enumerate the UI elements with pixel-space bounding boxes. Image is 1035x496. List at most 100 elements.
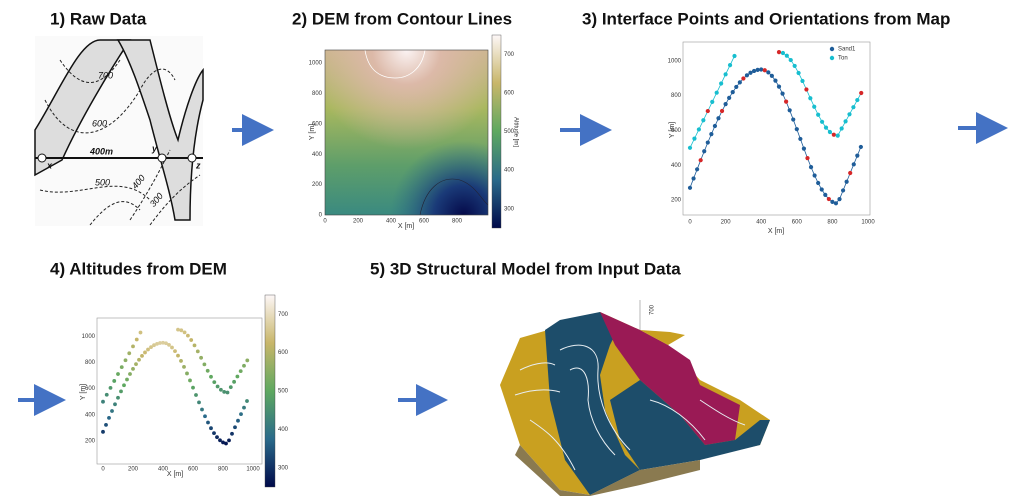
contour-label: 500 bbox=[95, 177, 110, 187]
x-tick-label: 400 bbox=[756, 220, 767, 226]
altitude-point bbox=[116, 372, 120, 376]
x-tick-label: 800 bbox=[452, 219, 463, 225]
y-axis-label: Y [m] bbox=[669, 122, 676, 138]
colorbar-label: Altitude [m] bbox=[512, 117, 518, 147]
altitude-point bbox=[101, 430, 105, 434]
y-tick-label: 1000 bbox=[668, 58, 682, 64]
interface-point bbox=[720, 109, 724, 113]
step-title: 1) Raw Data bbox=[50, 9, 147, 28]
altitude-point bbox=[203, 362, 207, 366]
altitude-point bbox=[226, 391, 230, 395]
interface-point bbox=[773, 79, 777, 83]
altitude-point bbox=[179, 359, 183, 363]
interface-point bbox=[847, 112, 851, 116]
y-tick-label: 800 bbox=[671, 93, 682, 99]
interface-point bbox=[805, 156, 809, 160]
x-tick-label: 200 bbox=[353, 219, 364, 225]
x-axis-label: X [m] bbox=[167, 471, 183, 478]
altitude-point bbox=[140, 354, 144, 358]
y-tick-label: 200 bbox=[671, 198, 682, 204]
altitude-point bbox=[229, 385, 233, 389]
interface-point bbox=[763, 68, 767, 72]
altitude-point bbox=[193, 343, 197, 347]
altitude-point bbox=[206, 369, 210, 373]
altitude-point bbox=[239, 369, 243, 373]
y-tick-label: 800 bbox=[312, 91, 323, 97]
altitude-point bbox=[209, 375, 213, 379]
interface-point bbox=[781, 51, 785, 55]
interface-point bbox=[800, 79, 804, 83]
interface-point bbox=[859, 145, 863, 149]
y-tick-label: 400 bbox=[312, 152, 323, 158]
y-tick-label: 1000 bbox=[309, 61, 323, 67]
colorbar-tick: 400 bbox=[504, 168, 515, 174]
y-tick-label: 400 bbox=[671, 163, 682, 169]
x-tick-label: 0 bbox=[688, 220, 692, 226]
interface-point bbox=[770, 74, 774, 78]
altitude-point bbox=[230, 432, 234, 436]
interface-point bbox=[796, 71, 800, 75]
x-tick-label: 200 bbox=[721, 220, 732, 226]
legend-label: Sand1 bbox=[838, 47, 856, 53]
x-tick-label: 400 bbox=[386, 219, 397, 225]
interface-point bbox=[691, 176, 695, 180]
altitude-point bbox=[183, 330, 187, 334]
colorbar-tick: 700 bbox=[278, 312, 289, 318]
interface-point bbox=[808, 96, 812, 100]
x-tick-label: 800 bbox=[218, 467, 229, 473]
interface-point bbox=[713, 124, 717, 128]
interface-point bbox=[852, 162, 856, 166]
altitude-point bbox=[236, 375, 240, 379]
altitude-point bbox=[245, 399, 249, 403]
interface-point bbox=[834, 201, 838, 205]
x-tick-label: 600 bbox=[419, 219, 430, 225]
colorbar-tick: 300 bbox=[504, 206, 515, 212]
legend-marker bbox=[830, 56, 834, 60]
altitude-point bbox=[196, 349, 200, 353]
altitude-point bbox=[209, 426, 213, 430]
altitude-point bbox=[242, 406, 246, 410]
altitude-point bbox=[113, 402, 117, 406]
dem-plot bbox=[325, 35, 501, 228]
altitude-point bbox=[139, 331, 143, 335]
legend-marker bbox=[830, 47, 834, 51]
altitude-point bbox=[219, 388, 223, 392]
altitude-point bbox=[119, 389, 123, 393]
altitude-point bbox=[124, 358, 128, 362]
point-label: z bbox=[195, 160, 201, 170]
interface-point bbox=[724, 72, 728, 76]
interface-point bbox=[784, 99, 788, 103]
interface-point bbox=[716, 116, 720, 120]
colorbar-tick: 700 bbox=[504, 52, 515, 58]
altitude-point bbox=[112, 379, 116, 383]
x-tick-label: 1000 bbox=[246, 467, 260, 473]
interface-point bbox=[738, 80, 742, 84]
altitude-point bbox=[134, 362, 138, 366]
interface-point bbox=[699, 158, 703, 162]
interface-point bbox=[824, 126, 828, 130]
altitude-point bbox=[216, 385, 220, 389]
altitude-point bbox=[224, 442, 228, 446]
interface-point bbox=[793, 64, 797, 68]
page: { "titles": ["1) Raw Data", "2) DEM from… bbox=[0, 0, 1035, 496]
colorbar bbox=[265, 295, 275, 487]
interface-point bbox=[845, 180, 849, 184]
interface-point bbox=[813, 173, 817, 177]
altitude-point bbox=[191, 386, 195, 390]
x-axis-label: X [m] bbox=[398, 223, 414, 230]
altitude-point bbox=[186, 334, 190, 338]
interface-point bbox=[809, 165, 813, 169]
colorbar-tick: 400 bbox=[278, 427, 289, 433]
altitude-point bbox=[167, 343, 171, 347]
y-tick-label: 1000 bbox=[82, 334, 96, 340]
interface-point bbox=[837, 197, 841, 201]
y-tick-label: 400 bbox=[85, 412, 96, 418]
interface-point bbox=[777, 50, 781, 54]
altitude-point bbox=[120, 365, 124, 369]
interface-point bbox=[695, 167, 699, 171]
interface-point bbox=[731, 90, 735, 94]
raw-data-map: 700 600 500 400 300 400m x y z bbox=[35, 36, 203, 226]
interface-point bbox=[827, 197, 831, 201]
interface-point bbox=[804, 87, 808, 91]
interface-point bbox=[702, 149, 706, 153]
